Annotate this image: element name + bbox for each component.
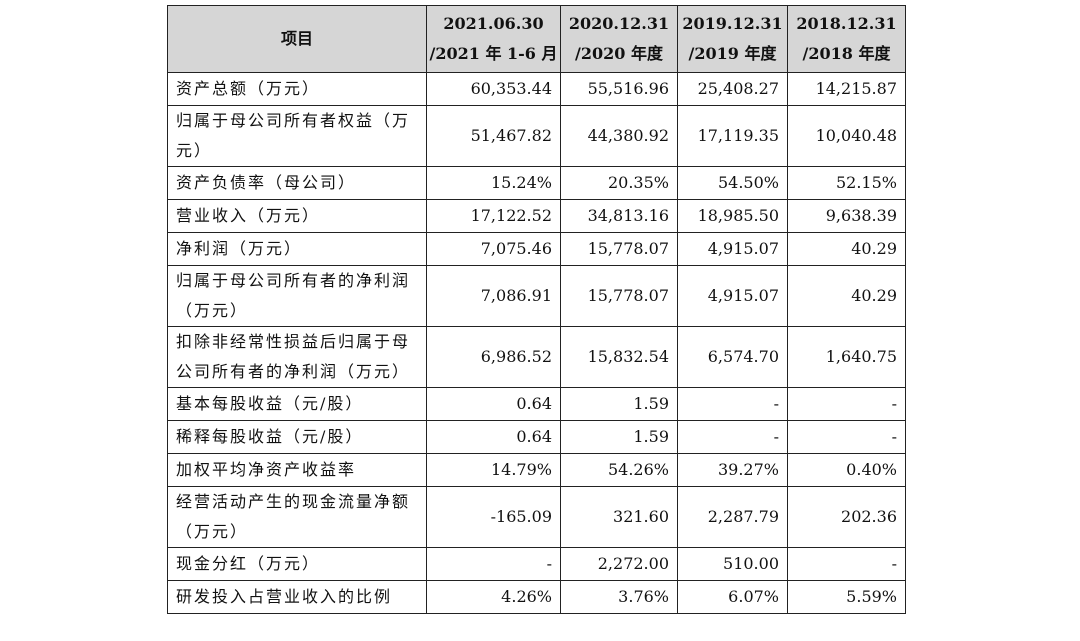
header-cell: 2019.12.31/2019 年度 xyxy=(677,5,788,73)
value-cell: 1.59 xyxy=(560,420,678,454)
header-line: 2020.12.31 xyxy=(568,14,670,33)
value-cell: 14,215.87 xyxy=(787,72,906,106)
value-cell: 510.00 xyxy=(677,547,788,581)
table-row: 经营活动产生的现金流量净额（万元） -165.09 321.60 2,287.79 20… xyxy=(167,486,906,548)
table-wrap: 项目 2021.06.30/2021 年 1-6 月 2020.12.31/202… xyxy=(167,5,906,614)
row-label: 研发投入占营业收入的比例 xyxy=(167,580,427,614)
value-cell: 34,813.16 xyxy=(560,199,678,233)
value-cell: -165.09 xyxy=(426,486,561,548)
value-cell: 4,915.07 xyxy=(677,265,788,327)
header-row: 项目 2021.06.30/2021 年 1-6 月 2020.12.31/202… xyxy=(167,5,906,73)
header-line: 2018.12.31 xyxy=(796,14,897,33)
value-cell: - xyxy=(787,547,906,581)
value-cell: 0.64 xyxy=(426,387,561,421)
table-row: 加权平均净资产收益率 14.79% 54.26% 39.27% 0.40% xyxy=(167,453,906,487)
value-cell: 15,778.07 xyxy=(560,265,678,327)
value-cell: 4,915.07 xyxy=(677,232,788,266)
value-cell: 14.79% xyxy=(426,453,561,487)
value-cell: 51,467.82 xyxy=(426,105,561,167)
row-label: 归属于母公司所有者的净利润（万元） xyxy=(167,265,427,327)
header-item: 项目 xyxy=(167,5,427,73)
value-cell: 40.29 xyxy=(787,265,906,327)
value-cell: 25,408.27 xyxy=(677,72,788,106)
row-label: 基本每股收益（元/股） xyxy=(167,387,427,421)
value-cell: - xyxy=(787,420,906,454)
table-row: 现金分红（万元） -2,272.00 510.00- xyxy=(167,547,906,581)
header-line: /2018 年度 xyxy=(802,44,891,63)
table-row: 资产总额（万元） 60,353.44 55,516.96 25,408.27 14,21… xyxy=(167,72,906,106)
row-label: 扣除非经常性损益后归属于母公司所有者的净利润（万元） xyxy=(167,326,427,388)
table-body: 资产总额（万元） 60,353.44 55,516.96 25,408.27 14,21… xyxy=(167,72,906,614)
value-cell: 202.36 xyxy=(787,486,906,548)
value-cell: 15,832.54 xyxy=(560,326,678,388)
financial-table: 项目 2021.06.30/2021 年 1-6 月 2020.12.31/202… xyxy=(167,5,906,614)
header-line: /2021 年 1-6 月 xyxy=(429,44,558,63)
row-label: 现金分红（万元） xyxy=(167,547,427,581)
value-cell: - xyxy=(426,547,561,581)
value-cell: 10,040.48 xyxy=(787,105,906,167)
header-line: /2020 年度 xyxy=(575,44,663,63)
value-cell: 60,353.44 xyxy=(426,72,561,106)
value-cell: 44,380.92 xyxy=(560,105,678,167)
header-cell: 2020.12.31/2020 年度 xyxy=(560,5,678,73)
header-line: 2021.06.30 xyxy=(443,14,544,33)
row-label: 稀释每股收益（元/股） xyxy=(167,420,427,454)
table-row: 归属于母公司所有者的净利润（万元） 7,086.91 15,778.07 4,915.… xyxy=(167,265,906,327)
value-cell: 6.07% xyxy=(677,580,788,614)
value-cell: 2,272.00 xyxy=(560,547,678,581)
value-cell: 0.64 xyxy=(426,420,561,454)
value-cell: 9,638.39 xyxy=(787,199,906,233)
table-row: 稀释每股收益（元/股） 0.64 1.59- - xyxy=(167,420,906,454)
header-cell: 2018.12.31/2018 年度 xyxy=(787,5,906,73)
table-row: 基本每股收益（元/股） 0.64 1.59- - xyxy=(167,387,906,421)
table-row: 营业收入（万元） 17,122.52 34,813.16 18,985.50 9,638… xyxy=(167,199,906,233)
value-cell: 321.60 xyxy=(560,486,678,548)
value-cell: 54.26% xyxy=(560,453,678,487)
header-line: /2019 年度 xyxy=(688,44,777,63)
row-label: 营业收入（万元） xyxy=(167,199,427,233)
value-cell: 17,122.52 xyxy=(426,199,561,233)
header-cell: 2021.06.30/2021 年 1-6 月 xyxy=(426,5,561,73)
value-cell: 6,574.70 xyxy=(677,326,788,388)
value-cell: 39.27% xyxy=(677,453,788,487)
row-label: 资产总额（万元） xyxy=(167,72,427,106)
value-cell: 3.76% xyxy=(560,580,678,614)
value-cell: 0.40% xyxy=(787,453,906,487)
value-cell: 52.15% xyxy=(787,166,906,200)
row-label: 经营活动产生的现金流量净额（万元） xyxy=(167,486,427,548)
table-row: 归属于母公司所有者权益（万元） 51,467.82 44,380.92 17,119.… xyxy=(167,105,906,167)
value-cell: 18,985.50 xyxy=(677,199,788,233)
value-cell: 15,778.07 xyxy=(560,232,678,266)
row-label: 归属于母公司所有者权益（万元） xyxy=(167,105,427,167)
value-cell: 1.59 xyxy=(560,387,678,421)
value-cell: 5.59% xyxy=(787,580,906,614)
value-cell: 40.29 xyxy=(787,232,906,266)
table-row: 资产负债率（母公司） 15.24% 20.35% 54.50% 52.15% xyxy=(167,166,906,200)
table-row: 净利润（万元） 7,075.46 15,778.07 4,915.07 40.29 xyxy=(167,232,906,266)
value-cell: - xyxy=(677,387,788,421)
value-cell: 7,075.46 xyxy=(426,232,561,266)
value-cell: 4.26% xyxy=(426,580,561,614)
value-cell: - xyxy=(787,387,906,421)
value-cell: 55,516.96 xyxy=(560,72,678,106)
value-cell: 54.50% xyxy=(677,166,788,200)
value-cell: 20.35% xyxy=(560,166,678,200)
value-cell: 1,640.75 xyxy=(787,326,906,388)
value-cell: 7,086.91 xyxy=(426,265,561,327)
row-label: 加权平均净资产收益率 xyxy=(167,453,427,487)
value-cell: 17,119.35 xyxy=(677,105,788,167)
value-cell: - xyxy=(677,420,788,454)
table-row: 研发投入占营业收入的比例 4.26% 3.76% 6.07% 5.59% xyxy=(167,580,906,614)
value-cell: 6,986.52 xyxy=(426,326,561,388)
table-row: 扣除非经常性损益后归属于母公司所有者的净利润（万元） 6,986.52 15,832… xyxy=(167,326,906,388)
row-label: 净利润（万元） xyxy=(167,232,427,266)
value-cell: 2,287.79 xyxy=(677,486,788,548)
value-cell: 15.24% xyxy=(426,166,561,200)
header-line: 2019.12.31 xyxy=(682,14,783,33)
row-label: 资产负债率（母公司） xyxy=(167,166,427,200)
